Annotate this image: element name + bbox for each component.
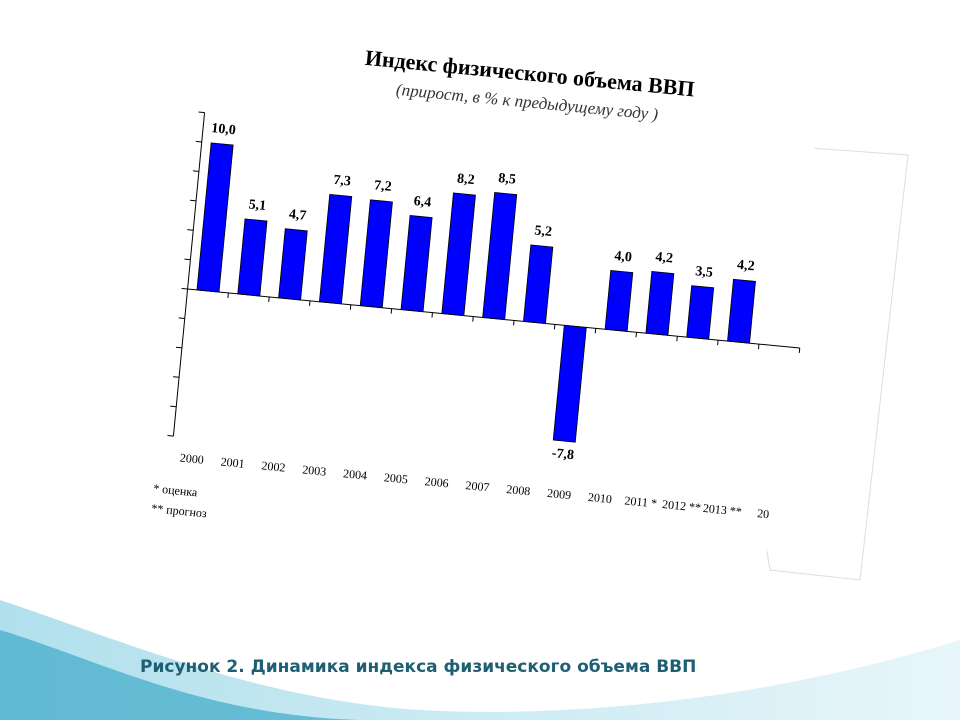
x-tick-label: 2013 ** [702, 501, 742, 519]
y-tick [198, 111, 205, 114]
x-tick-label: 2002 [261, 458, 286, 474]
bar [196, 142, 234, 293]
y-tick [170, 405, 177, 408]
value-label: 4,7 [288, 207, 307, 224]
value-label: 5,2 [534, 223, 553, 240]
y-tick [167, 435, 174, 437]
x-tick-label: 2011 * [624, 493, 658, 510]
x-tick-label: 2010 [587, 490, 612, 506]
wave-decoration [0, 630, 360, 720]
x-tick-label: 2000 [179, 451, 204, 467]
x-tick-label: 2006 [424, 474, 449, 490]
x-tick-label: 2008 [506, 482, 531, 498]
x-tick-label: 2009 [547, 486, 572, 502]
value-label: -7,8 [551, 446, 575, 463]
y-tick [173, 376, 180, 378]
bar [318, 193, 353, 305]
bar [482, 192, 518, 321]
value-label: 4,2 [736, 258, 755, 275]
value-label: 4,2 [655, 250, 674, 267]
bar [278, 228, 308, 301]
value-label: 4,0 [614, 249, 633, 266]
y-tick [195, 140, 202, 143]
y-tick [181, 287, 188, 290]
bar [359, 199, 393, 309]
x-tick-label: 2003 [302, 462, 327, 478]
bar [552, 324, 587, 443]
bar [237, 218, 268, 297]
x-tick-label: 2007 [465, 478, 490, 494]
value-label: 7,3 [333, 173, 352, 190]
value-label: 10,0 [211, 121, 237, 138]
note: * оценка [153, 481, 199, 499]
y-axis [172, 112, 206, 437]
y-tick [178, 317, 185, 319]
y-tick [187, 229, 194, 231]
value-label: 8,2 [456, 172, 475, 189]
y-tick [192, 170, 199, 172]
y-tick [184, 258, 191, 261]
bar [686, 285, 715, 340]
value-label: 5,1 [248, 197, 267, 214]
bar [441, 192, 476, 317]
x-tick-label: 2012 ** [661, 497, 701, 515]
value-label: 8,5 [498, 171, 517, 188]
bar [523, 244, 554, 324]
value-label: 7,2 [373, 178, 392, 195]
y-tick [175, 346, 182, 349]
y-tick [190, 199, 197, 202]
x-tick-label: 2001 [220, 455, 245, 471]
paper [120, 30, 820, 610]
caption: Рисунок 2. Динамика индекса физического … [140, 657, 696, 677]
bar [645, 270, 675, 336]
note: ** прогноз [151, 501, 208, 520]
value-label: 3,5 [695, 264, 714, 281]
x-tick-label: 20 [757, 506, 770, 521]
wave-decoration [0, 600, 960, 720]
x-tick-label: 2004 [342, 466, 367, 482]
x-tick-label: 2005 [383, 470, 408, 486]
value-label: 6,4 [413, 194, 432, 211]
bar [400, 215, 433, 313]
bar [604, 270, 634, 332]
bar [727, 278, 756, 344]
